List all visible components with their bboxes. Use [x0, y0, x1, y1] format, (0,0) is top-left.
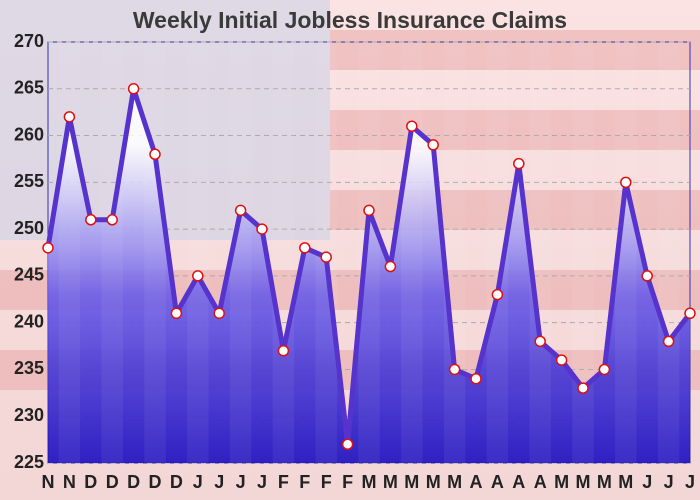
marker — [406, 120, 418, 132]
x-tick-label: M — [447, 472, 462, 492]
x-tick-label: D — [84, 472, 97, 492]
marker — [577, 382, 589, 394]
y-tick-label: 255 — [14, 171, 44, 191]
y-tick-label: 245 — [14, 265, 44, 285]
x-tick-label: D — [127, 472, 140, 492]
y-tick-label: 270 — [14, 31, 44, 51]
marker — [448, 363, 461, 376]
y-tick-label: 250 — [14, 218, 44, 238]
y-tick-label: 230 — [14, 405, 44, 425]
x-tick-label: A — [512, 472, 525, 492]
marker — [42, 242, 54, 254]
marker — [555, 354, 568, 366]
marker — [234, 204, 247, 217]
x-tick-label: N — [42, 472, 55, 492]
stripe — [572, 42, 594, 463]
x-tick-label: F — [321, 472, 332, 492]
x-tick-label: M — [426, 472, 441, 492]
x-tick-label: J — [193, 472, 203, 492]
marker — [470, 373, 482, 385]
x-tick-label: J — [257, 472, 267, 492]
x-tick-label: M — [618, 472, 633, 492]
x-tick-label: F — [299, 472, 310, 492]
stripe — [443, 42, 466, 463]
marker — [320, 251, 332, 263]
x-tick-label: M — [554, 472, 569, 492]
x-tick-label: F — [342, 472, 353, 492]
marker — [684, 307, 696, 320]
x-tick-label: J — [214, 472, 224, 492]
marker — [256, 223, 268, 235]
marker — [363, 204, 375, 217]
x-tick-label: M — [383, 472, 398, 492]
marker — [341, 438, 354, 451]
stripe — [272, 42, 295, 463]
x-tick-label: M — [404, 472, 419, 492]
x-tick-label: N — [63, 472, 76, 492]
stripe — [401, 42, 423, 463]
y-tick-label: 260 — [14, 124, 44, 144]
x-tick-label: D — [106, 472, 119, 492]
y-tick-label: 225 — [14, 452, 44, 472]
x-tick-label: M — [576, 472, 591, 492]
stripe — [101, 42, 123, 463]
stripe — [615, 42, 637, 463]
x-tick-label: J — [236, 472, 246, 492]
marker — [513, 157, 525, 170]
y-tick-label: 240 — [14, 311, 44, 331]
stripe — [657, 42, 680, 463]
marker — [170, 307, 183, 320]
marker — [620, 176, 632, 189]
marker — [149, 148, 161, 161]
area — [48, 88, 690, 464]
marker — [213, 307, 225, 320]
marker — [106, 214, 118, 226]
marker — [534, 335, 546, 348]
marker — [63, 111, 76, 123]
marker — [662, 335, 675, 348]
chart-title: Weekly Initial Jobless Insurance Claims — [133, 7, 567, 33]
stripe — [187, 42, 209, 463]
stripe — [486, 42, 509, 463]
stripe — [144, 42, 166, 463]
marker — [277, 344, 290, 357]
y-tick-label: 265 — [14, 78, 44, 98]
x-tick-label: F — [278, 472, 289, 492]
stripe — [358, 42, 380, 463]
marker — [641, 270, 653, 282]
marker — [384, 260, 397, 273]
x-tick-label: A — [491, 472, 504, 492]
marker — [427, 139, 439, 151]
x-tick-label: J — [685, 472, 695, 492]
x-tick-label: M — [597, 472, 612, 492]
x-tick-label: J — [664, 472, 674, 492]
y-tick-label: 235 — [14, 358, 44, 378]
x-tick-label: A — [470, 472, 483, 492]
marker — [598, 363, 611, 376]
x-tick-label: A — [534, 472, 547, 492]
stripe — [529, 42, 551, 463]
x-tick-label: D — [170, 472, 183, 492]
marker — [85, 214, 97, 226]
stripe — [229, 42, 252, 463]
stripe — [58, 42, 81, 463]
marker — [192, 270, 204, 282]
x-tick-label: D — [149, 472, 162, 492]
marker — [491, 288, 504, 301]
marker — [127, 83, 140, 95]
marker — [299, 242, 311, 254]
x-tick-label: J — [642, 472, 652, 492]
x-tick-label: M — [362, 472, 377, 492]
